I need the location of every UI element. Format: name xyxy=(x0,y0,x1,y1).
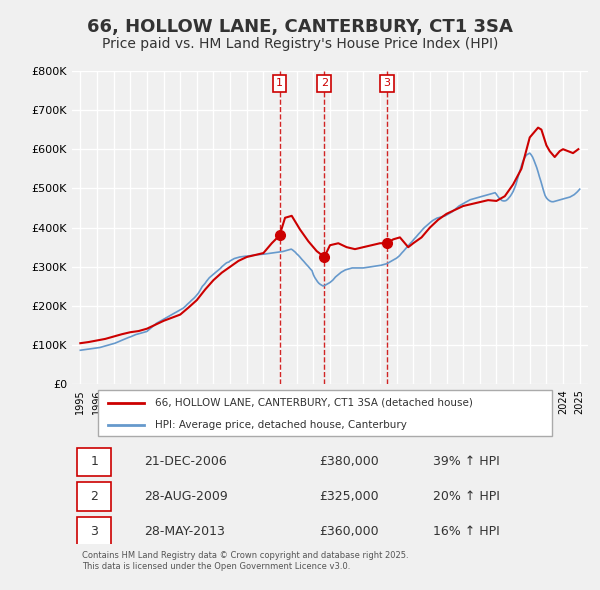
Text: 39% ↑ HPI: 39% ↑ HPI xyxy=(433,455,500,468)
Text: 3: 3 xyxy=(383,78,390,88)
Text: Price paid vs. HM Land Registry's House Price Index (HPI): Price paid vs. HM Land Registry's House … xyxy=(102,37,498,51)
Text: 1: 1 xyxy=(276,78,283,88)
FancyBboxPatch shape xyxy=(77,517,110,546)
Text: 2: 2 xyxy=(321,78,328,88)
Text: 20% ↑ HPI: 20% ↑ HPI xyxy=(433,490,500,503)
Text: £325,000: £325,000 xyxy=(320,490,379,503)
Text: 2: 2 xyxy=(90,490,98,503)
Text: 1: 1 xyxy=(90,455,98,468)
Text: £380,000: £380,000 xyxy=(320,455,379,468)
Text: £360,000: £360,000 xyxy=(320,525,379,538)
Text: 21-DEC-2006: 21-DEC-2006 xyxy=(144,455,227,468)
Text: 28-MAY-2013: 28-MAY-2013 xyxy=(144,525,225,538)
FancyBboxPatch shape xyxy=(77,483,110,511)
FancyBboxPatch shape xyxy=(77,448,110,476)
Text: HPI: Average price, detached house, Canterbury: HPI: Average price, detached house, Cant… xyxy=(155,421,406,431)
Text: Contains HM Land Registry data © Crown copyright and database right 2025.
This d: Contains HM Land Registry data © Crown c… xyxy=(82,552,409,571)
Text: 3: 3 xyxy=(90,525,98,538)
Text: 28-AUG-2009: 28-AUG-2009 xyxy=(144,490,228,503)
Text: 66, HOLLOW LANE, CANTERBURY, CT1 3SA (detached house): 66, HOLLOW LANE, CANTERBURY, CT1 3SA (de… xyxy=(155,398,472,408)
Text: 66, HOLLOW LANE, CANTERBURY, CT1 3SA: 66, HOLLOW LANE, CANTERBURY, CT1 3SA xyxy=(87,18,513,35)
Text: 16% ↑ HPI: 16% ↑ HPI xyxy=(433,525,500,538)
FancyBboxPatch shape xyxy=(98,390,552,435)
